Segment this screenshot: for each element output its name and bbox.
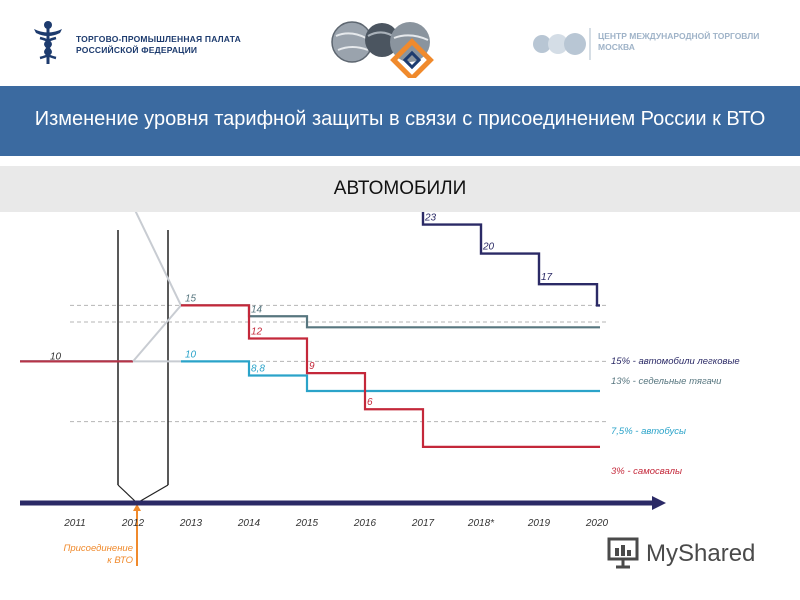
data-label-buses: 10 [185, 349, 197, 360]
data-label-dump: 9 [309, 361, 315, 372]
data-label-dump: 6 [367, 397, 373, 408]
series-transition-dump [132, 304, 182, 363]
data-label-tractors: 14 [251, 304, 263, 315]
x-tick-label: 2012 [121, 518, 145, 529]
accession-bracket-diag-left [117, 484, 138, 504]
watermark: MyShared [606, 534, 786, 574]
series-transition-tractors [134, 212, 182, 306]
tariff-chart: 302510Присоединениек ВТО252523201715% - … [20, 212, 740, 566]
chamber-name: ТОРГОВО-ПРОМЫШЛЕННАЯ ПАЛАТА РОССИЙСКОЙ Ф… [76, 34, 276, 56]
legend-label-tractors: 13% - седельные тягачи [611, 376, 722, 387]
accession-bracket-diag-right [136, 484, 169, 504]
x-tick-label: 2015 [295, 518, 319, 529]
x-tick-label: 2018* [467, 518, 495, 529]
x-tick-label: 2016 [353, 518, 377, 529]
chamber-name-line2: РОССИЙСКОЙ ФЕДЕРАЦИИ [76, 45, 198, 55]
section-title: АВТОМОБИЛИ [333, 178, 467, 199]
presentation-icon [607, 537, 639, 569]
series-line-cars [421, 212, 600, 307]
x-tick-label: 2011 [63, 518, 86, 529]
y-tick-label: 10 [50, 351, 62, 362]
header: ТОРГОВО-ПРОМЫШЛЕННАЯ ПАЛАТА РОССИЙСКОЙ Ф… [0, 0, 800, 86]
watermark-text: MyShared [646, 540, 756, 567]
trade-center-name: ЦЕНТР МЕЖДУНАРОДНОЙ ТОРГОВЛИ МОСКВА [598, 31, 759, 53]
series-line-dump [181, 304, 600, 448]
x-tick-label: 2019 [527, 518, 551, 529]
page-title: Изменение уровня тарифной защиты в связи… [34, 108, 766, 130]
data-label-buses: 8,8 [251, 363, 265, 374]
series-line-buses [181, 360, 600, 393]
legend-label-cars: 15% - автомобили легковые [611, 356, 740, 367]
trade-center-line1: ЦЕНТР МЕЖДУНАРОДНОЙ ТОРГОВЛИ [598, 31, 760, 41]
subtitle-band: АВТОМОБИЛИ [0, 166, 800, 212]
x-tick-label: 2020 [585, 518, 609, 529]
trade-center-line2: МОСКВА [598, 42, 635, 52]
data-label-dump: 12 [251, 326, 263, 337]
chamber-logo: ТОРГОВО-ПРОМЫШЛЕННАЯ ПАЛАТА РОССИЙСКОЙ Ф… [30, 20, 270, 70]
x-tick-label: 2013 [179, 518, 203, 529]
data-label-cars: 23 [424, 213, 437, 224]
x-tick-label: 2014 [237, 518, 261, 529]
series-line-tractors [181, 304, 600, 329]
data-label-cars: 20 [482, 242, 495, 253]
data-label-cars: 17 [541, 272, 553, 283]
x-tick-label: 2017 [411, 518, 435, 529]
accession-label-line2: к ВТО [107, 555, 133, 566]
accession-arrow-icon [133, 504, 141, 511]
chamber-name-line1: ТОРГОВО-ПРОМЫШЛЕННАЯ ПАЛАТА [76, 34, 241, 44]
accession-label-line1: Присоединение [63, 543, 133, 554]
legend-label-buses: 7,5% - автобусы [611, 426, 686, 437]
trade-center-logo: ЦЕНТР МЕЖДУНАРОДНОЙ ТОРГОВЛИ МОСКВА [530, 26, 780, 66]
globe-logo [331, 21, 434, 78]
data-label-tractors: 15 [185, 293, 197, 304]
caduceus-icon [34, 21, 62, 64]
x-axis-arrow-icon [652, 496, 666, 510]
legend-label-dump: 3% - самосвалы [611, 466, 682, 477]
title-band: Изменение уровня тарифной защиты в связи… [0, 86, 800, 156]
trade-center-icon [533, 28, 591, 60]
